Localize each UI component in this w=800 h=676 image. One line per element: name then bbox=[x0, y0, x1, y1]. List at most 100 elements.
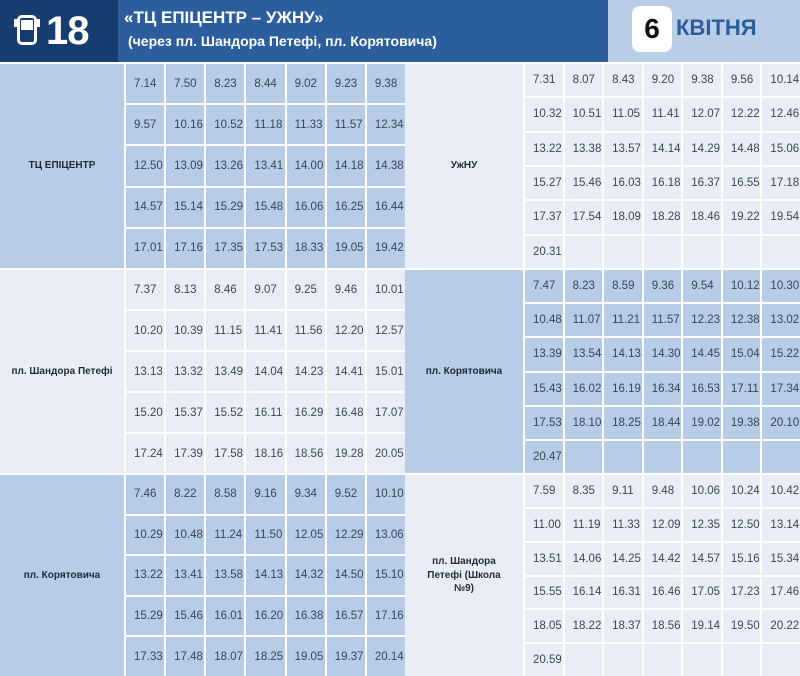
departure-time: 10.24 bbox=[722, 475, 761, 507]
departure-time: 7.31 bbox=[525, 64, 563, 97]
departure-time: 11.57 bbox=[326, 105, 365, 145]
departure-time: 17.34 bbox=[762, 372, 800, 405]
departure-time: 17.01 bbox=[126, 228, 165, 268]
departure-time: 14.50 bbox=[326, 556, 365, 595]
departure-time: 12.34 bbox=[366, 105, 405, 145]
departure-time: 13.09 bbox=[166, 146, 205, 186]
departure-time: 13.02 bbox=[762, 304, 800, 337]
departure-time: 16.38 bbox=[286, 596, 325, 636]
departure-time: 11.41 bbox=[246, 311, 285, 350]
departure-time: 16.53 bbox=[683, 372, 721, 405]
departure-time: 14.32 bbox=[286, 556, 325, 595]
departure-time: 13.32 bbox=[166, 352, 205, 391]
departure-time: 14.57 bbox=[683, 542, 721, 575]
departure-time: 14.30 bbox=[643, 338, 682, 371]
departure-time: 8.59 bbox=[604, 270, 642, 303]
departure-time: 12.09 bbox=[643, 508, 682, 541]
stop-block: пл. Корятовича 7.47 8.23 8.59 9.36 9.54 10.12 1… bbox=[405, 268, 800, 473]
departure-time: 16.20 bbox=[246, 596, 285, 636]
departure-time: 18.05 bbox=[525, 610, 563, 643]
empty-cell bbox=[762, 440, 800, 473]
empty-cell bbox=[604, 235, 642, 268]
departure-time: 10.32 bbox=[525, 98, 563, 131]
departure-time: 13.22 bbox=[126, 556, 165, 595]
empty-cell bbox=[604, 644, 642, 676]
departure-time: 13.26 bbox=[206, 146, 245, 186]
departure-time: 16.18 bbox=[643, 166, 682, 200]
departure-time: 17.48 bbox=[166, 637, 205, 676]
departure-time: 8.23 bbox=[564, 270, 603, 303]
departure-time: 16.06 bbox=[286, 187, 325, 227]
departure-time: 17.23 bbox=[722, 576, 761, 609]
stop-block: УжНУ 7.31 8.07 8.43 9.20 9.38 9.56 10.14 10.32 10… bbox=[405, 62, 800, 268]
departure-time: 16.55 bbox=[722, 166, 761, 200]
departure-time: 18.37 bbox=[604, 610, 642, 643]
departure-time: 13.13 bbox=[126, 352, 165, 391]
empty-cell bbox=[643, 235, 682, 268]
departure-time: 14.23 bbox=[286, 352, 325, 391]
route-badge: 18 bbox=[0, 0, 118, 62]
departure-time: 7.37 bbox=[126, 270, 165, 309]
empty-cell bbox=[683, 644, 721, 676]
departure-time: 17.53 bbox=[525, 406, 563, 439]
departure-time: 17.24 bbox=[126, 434, 165, 473]
empty-cell bbox=[762, 644, 800, 676]
departure-time: 8.13 bbox=[166, 270, 205, 309]
departure-time: 9.36 bbox=[643, 270, 682, 303]
departure-time: 9.48 bbox=[643, 475, 682, 507]
departure-time: 8.07 bbox=[564, 64, 603, 97]
departure-time: 11.56 bbox=[286, 311, 325, 350]
departure-time: 16.01 bbox=[206, 596, 245, 636]
departure-time: 16.29 bbox=[286, 393, 325, 432]
departure-time: 14.18 bbox=[326, 146, 365, 186]
departure-time: 13.14 bbox=[762, 508, 800, 541]
departure-time: 15.52 bbox=[206, 393, 245, 432]
departure-time: 17.53 bbox=[246, 228, 285, 268]
header: 18 «ТЦ ЕПІЦЕНТР – УЖНУ» (через пл. Шандо… bbox=[0, 0, 800, 62]
departure-time: 19.54 bbox=[762, 201, 800, 234]
departure-time: 13.49 bbox=[206, 352, 245, 391]
departure-time: 16.34 bbox=[643, 372, 682, 405]
departure-time: 17.05 bbox=[683, 576, 721, 609]
departure-time: 14.38 bbox=[366, 146, 405, 186]
departure-time: 19.05 bbox=[286, 637, 325, 676]
stop-name: пл. Корятовича bbox=[0, 475, 124, 676]
empty-cell bbox=[643, 440, 682, 473]
departure-time: 19.38 bbox=[722, 406, 761, 439]
departure-time: 18.46 bbox=[683, 201, 721, 234]
departure-time: 13.39 bbox=[525, 338, 563, 371]
departure-time: 18.33 bbox=[286, 228, 325, 268]
departure-time: 15.34 bbox=[762, 542, 800, 575]
departure-time: 9.34 bbox=[286, 475, 325, 514]
departure-time: 16.48 bbox=[326, 393, 365, 432]
departure-time: 9.56 bbox=[722, 64, 761, 97]
departure-time: 9.38 bbox=[683, 64, 721, 97]
departure-time: 9.02 bbox=[286, 64, 325, 104]
departure-time: 12.07 bbox=[683, 98, 721, 131]
departure-time: 10.48 bbox=[166, 515, 205, 555]
departure-time: 15.29 bbox=[126, 596, 165, 636]
departure-time: 12.05 bbox=[286, 515, 325, 555]
departure-time: 20.59 bbox=[525, 644, 563, 676]
departure-time: 13.38 bbox=[564, 132, 603, 165]
departure-time: 20.10 bbox=[762, 406, 800, 439]
stop-name: ТЦ ЕПІЦЕНТР bbox=[0, 64, 124, 268]
departure-time: 19.50 bbox=[722, 610, 761, 643]
empty-cell bbox=[643, 644, 682, 676]
departure-time: 16.57 bbox=[326, 596, 365, 636]
departure-time: 16.25 bbox=[326, 187, 365, 227]
departure-time: 13.58 bbox=[206, 556, 245, 595]
departure-time: 10.14 bbox=[762, 64, 800, 97]
departure-time: 8.35 bbox=[564, 475, 603, 507]
departure-time: 14.13 bbox=[246, 556, 285, 595]
empty-cell bbox=[722, 235, 761, 268]
departure-time: 12.50 bbox=[126, 146, 165, 186]
departure-time: 16.37 bbox=[683, 166, 721, 200]
departure-time: 9.52 bbox=[326, 475, 365, 514]
departure-time: 8.46 bbox=[206, 270, 245, 309]
departure-time: 17.11 bbox=[722, 372, 761, 405]
departure-time: 14.45 bbox=[683, 338, 721, 371]
departure-time: 18.07 bbox=[206, 637, 245, 676]
departure-time: 18.28 bbox=[643, 201, 682, 234]
stop-name: пл. Корятовича bbox=[405, 270, 523, 473]
